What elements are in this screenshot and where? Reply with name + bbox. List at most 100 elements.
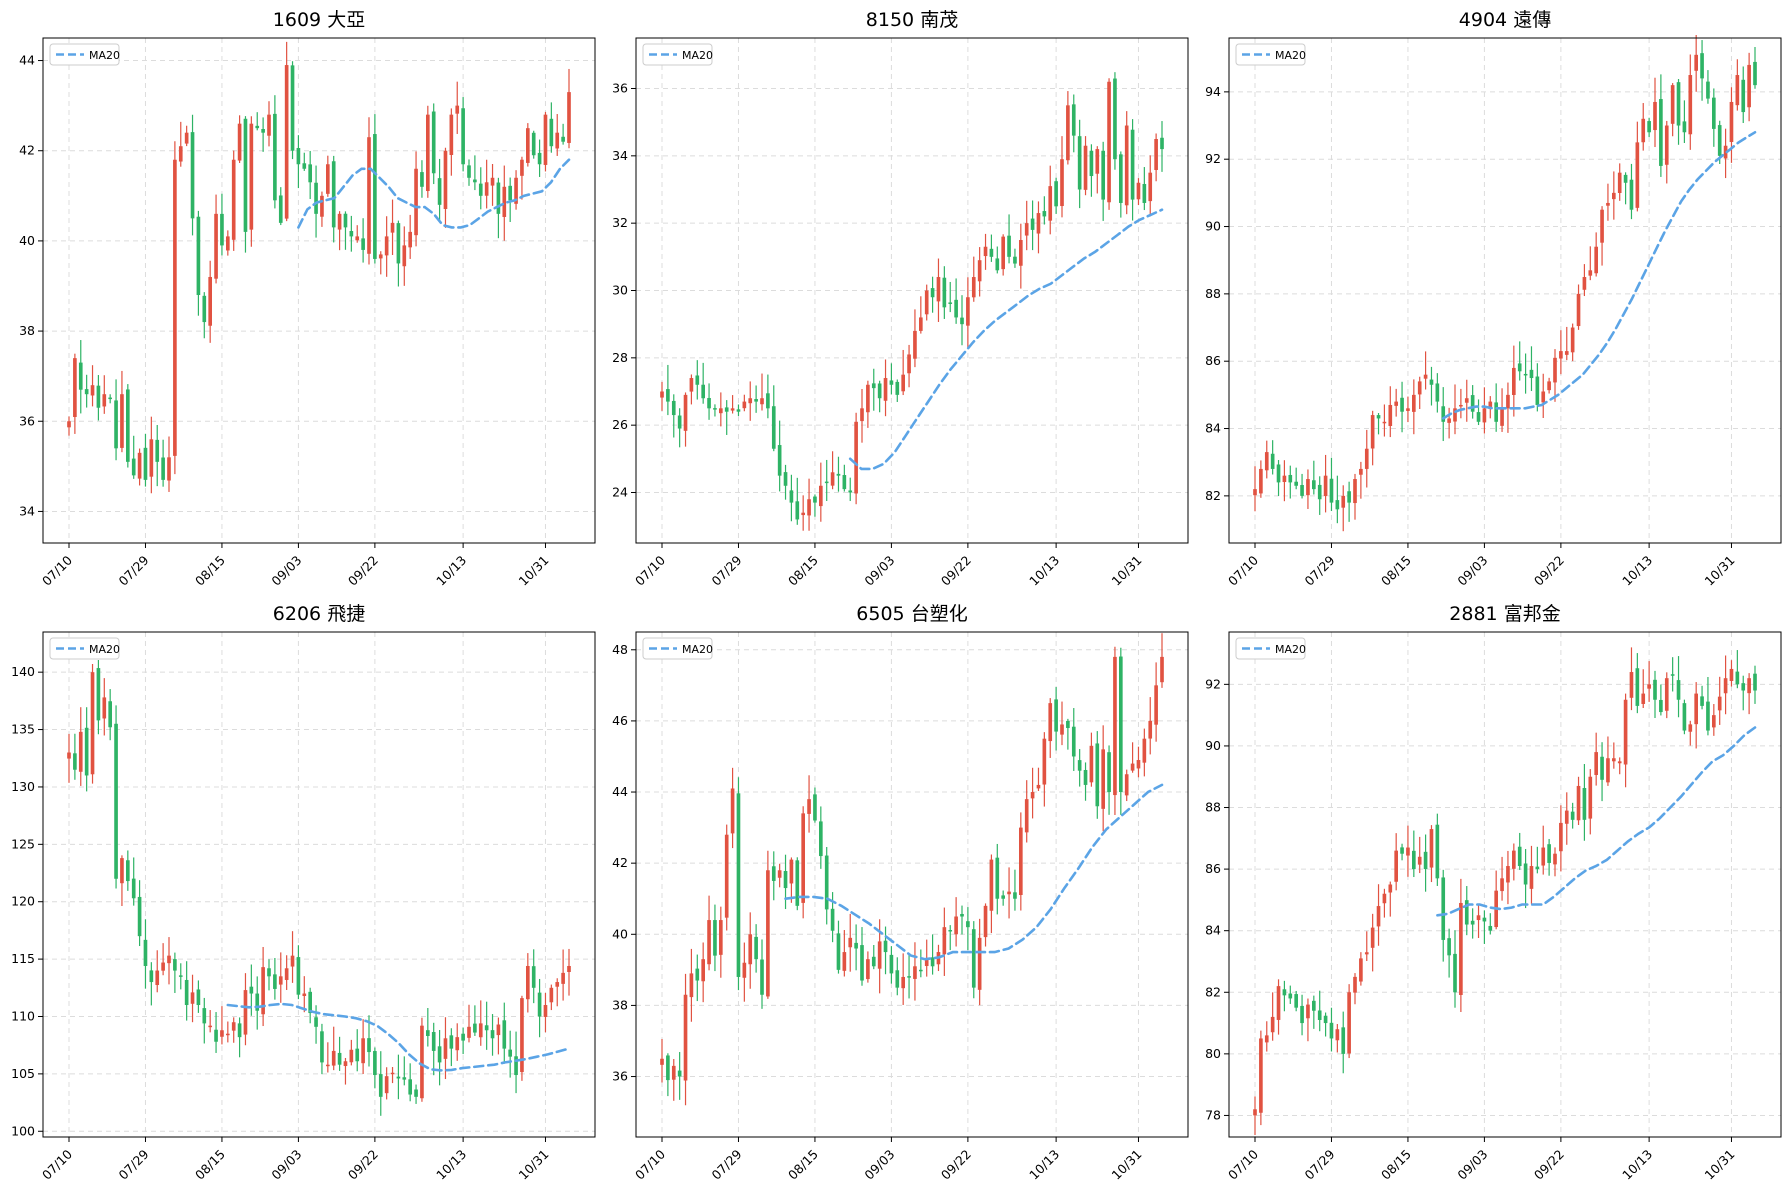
candle [730,395,735,414]
candle [1570,802,1575,829]
candle [889,946,894,984]
candle [137,880,142,947]
candle [1136,178,1141,206]
candle [1470,908,1475,939]
candle [473,1005,477,1036]
candle [1030,767,1035,819]
chart-panel-5: 6505 台塑化 36 38 40 42 44 46 48 07/10 07/29 08/15 09/… [612,603,1189,1183]
candle [496,1017,501,1055]
candle [443,1017,448,1080]
candle [1019,223,1023,289]
candle [871,944,876,970]
candle [278,187,283,226]
candle [995,246,1000,274]
candle [1136,746,1141,778]
candle [813,787,817,823]
candle [666,364,670,416]
candle [414,151,418,247]
candle [1312,995,1316,1029]
candle [1119,151,1123,218]
candle [1582,764,1587,841]
candle [795,477,800,525]
candle [1276,460,1281,497]
candle [1341,1011,1346,1074]
candle [724,400,729,435]
candle [1582,264,1587,297]
candle [1294,990,1298,1012]
candle [1270,992,1275,1041]
candle [989,854,994,934]
candle [1060,701,1064,746]
chart-panel-4: 6206 飛捷 100 105 110 115 120 125 130 135 140 07/10 0… [11,603,596,1183]
candle [114,705,118,889]
candle [449,108,454,176]
candle [1670,657,1675,692]
candle [713,904,717,972]
candle [426,1008,430,1047]
candle [742,942,747,1002]
candle [402,226,407,286]
candle [555,978,560,1007]
candle [543,111,548,172]
legend: MA20 [49,43,120,66]
candle [420,160,424,198]
candle [1635,653,1640,714]
candle [155,425,160,487]
candle [1423,834,1428,892]
x-tick-label: 08/15 [785,553,821,589]
candle [1535,363,1540,412]
candle [754,924,758,973]
candle [1470,385,1475,419]
candle [1048,165,1053,235]
candle [1306,469,1310,509]
ma20-line [848,208,1164,471]
y-tick-label: 46 [612,713,628,728]
candle [1523,849,1528,909]
candle [807,775,811,833]
candle [1753,665,1757,704]
candle [261,117,265,152]
legend-label: MA20 [1275,49,1306,62]
y-tick-label: 40 [19,233,35,248]
candle [1160,121,1164,172]
legend-label: MA20 [1275,643,1306,656]
candle [1154,662,1158,742]
candle [149,962,154,1006]
x-tick-label: 09/03 [1454,553,1490,589]
y-tick-label: 38 [612,997,628,1012]
candle [537,978,542,1038]
candle [795,857,800,911]
candle [1706,676,1710,736]
candle [907,344,911,388]
plot-frame [1228,37,1782,544]
candle [1036,201,1041,254]
candle [1306,998,1310,1042]
candle [730,767,735,849]
candle [220,193,224,256]
candle [1259,1030,1263,1126]
legend: MA20 [1235,637,1306,660]
candle [1024,200,1029,251]
candle [1113,646,1117,816]
candle [461,1027,465,1055]
candle [1382,404,1387,437]
chart-title: 6206 飛捷 [273,603,365,625]
candle [1541,373,1546,418]
candle [1095,146,1100,194]
candle [402,1056,407,1086]
candle [1270,440,1275,475]
x-tick-label: 07/29 [1302,1146,1338,1182]
candle [789,474,794,522]
ma20-line [226,1002,571,1072]
y-tick-label: 86 [1205,353,1221,368]
candle [1089,732,1094,787]
candle [848,913,853,972]
candle [520,995,524,1081]
candle [161,439,165,487]
candle [267,101,271,147]
candle [960,905,964,935]
candle [367,117,371,265]
candle [108,394,112,404]
candle [355,225,360,243]
candle [1464,379,1469,422]
